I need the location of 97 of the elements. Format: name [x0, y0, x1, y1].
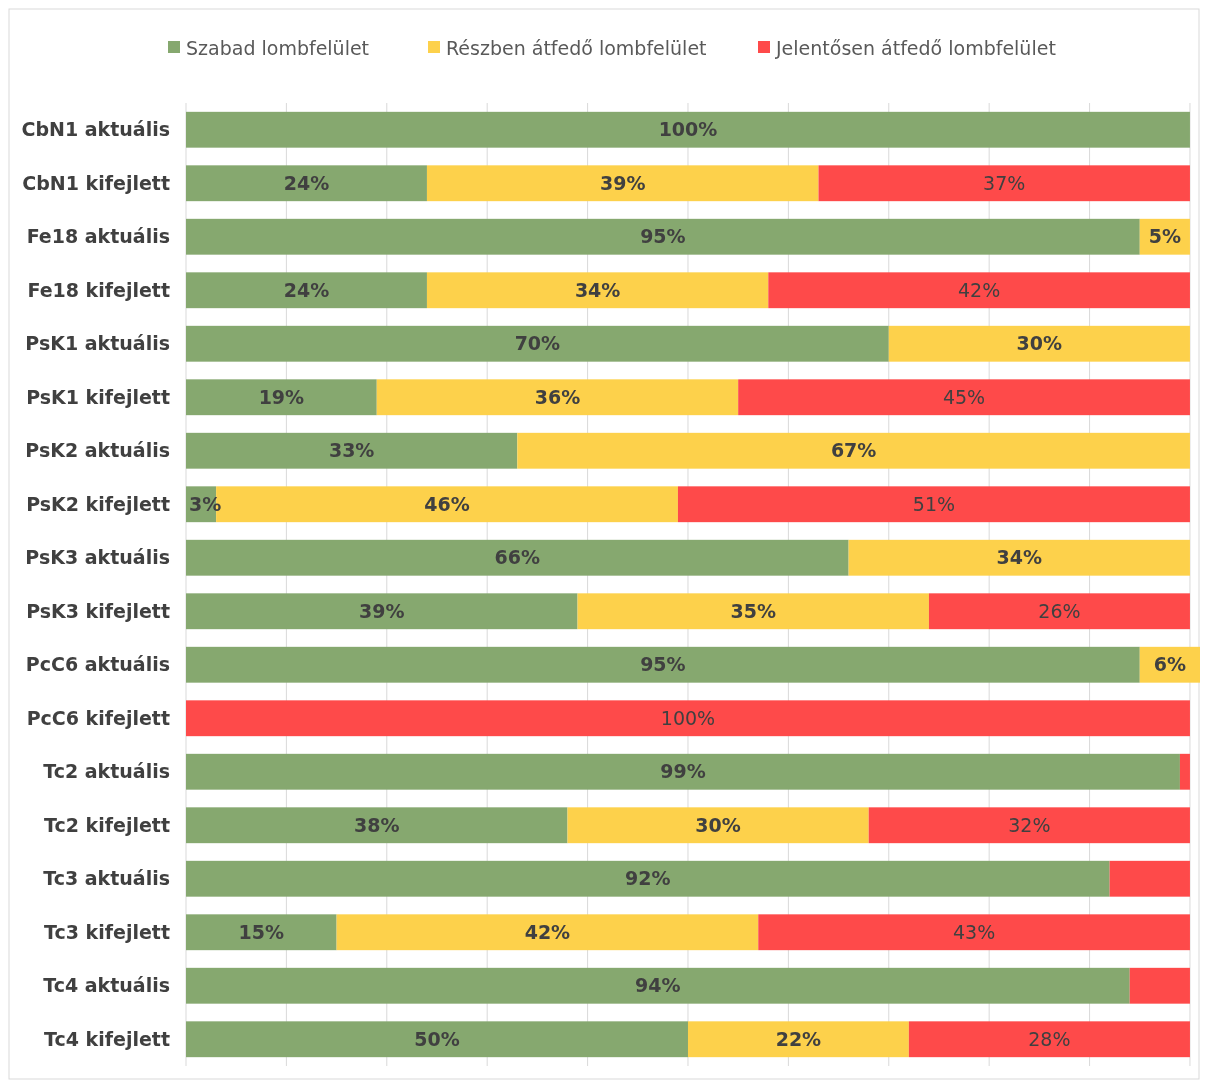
data-label: 67% [830, 439, 877, 462]
data-label: 92% [625, 867, 671, 890]
data-label: 95% [640, 653, 686, 676]
bar [908, 1021, 1190, 1058]
y-tick-label: Fe18 kifejlett [27, 278, 170, 301]
data-label: 36% [534, 385, 581, 408]
bar [186, 967, 1130, 1004]
y-tick-label: Tc3 aktuális [43, 867, 170, 890]
bar [186, 914, 337, 951]
data-label: 50% [414, 1027, 460, 1050]
bar [186, 272, 427, 309]
bar [888, 325, 1190, 362]
legend-label: Jelentősen átfedő lombfelület [775, 36, 1056, 59]
data-label: 39% [599, 171, 646, 194]
y-tick-label: PsK2 kifejlett [26, 492, 170, 515]
y-tick-label: PsK1 kifejlett [26, 385, 170, 408]
bar [376, 379, 739, 416]
data-label: 34% [996, 546, 1043, 569]
y-tick-label: PsK3 kifejlett [26, 599, 170, 622]
data-label: 5% [1148, 225, 1181, 248]
bar [186, 432, 518, 469]
data-label: 28% [1028, 1027, 1071, 1050]
bar [577, 593, 929, 630]
bar [1109, 860, 1190, 897]
data-label: 33% [328, 439, 375, 462]
y-tick-label: Tc4 kifejlett [44, 1027, 170, 1050]
bar [928, 593, 1190, 630]
bar [1129, 967, 1190, 1004]
bar [848, 539, 1190, 576]
data-label: 37% [983, 171, 1026, 194]
y-tick-label: PsK3 aktuális [25, 546, 170, 569]
bar [818, 165, 1190, 202]
data-label: 35% [730, 599, 776, 622]
bar [758, 914, 1190, 951]
bar [186, 753, 1180, 790]
data-label: 45% [942, 385, 986, 408]
data-label: 38% [354, 813, 400, 836]
bar [186, 593, 578, 630]
data-label: 34% [574, 278, 621, 301]
data-label: 24% [283, 278, 330, 301]
data-label: 94% [635, 974, 681, 997]
bar [677, 486, 1190, 523]
data-label: 19% [258, 385, 305, 408]
bar [868, 807, 1190, 844]
bar [517, 432, 1190, 469]
bar [186, 807, 568, 844]
data-label: 22% [775, 1027, 822, 1050]
bar [186, 860, 1110, 897]
data-label: 42% [524, 920, 571, 943]
bar [336, 914, 759, 951]
data-label: 95% [640, 225, 686, 248]
bar [768, 272, 1190, 309]
data-label: 70% [514, 332, 561, 355]
bar [186, 165, 427, 202]
data-label: 46% [424, 492, 470, 515]
legend-label: Szabad lombfelület [186, 36, 370, 59]
y-tick-label: Tc2 kifejlett [44, 813, 170, 836]
data-label: 100% [660, 706, 716, 729]
bar [1179, 753, 1190, 790]
data-label: 99% [660, 760, 706, 783]
data-label: 43% [952, 920, 996, 943]
data-label: 39% [359, 599, 405, 622]
y-tick-label: PcC6 aktuális [25, 653, 170, 676]
bar [426, 165, 819, 202]
y-tick-label: PsK1 aktuális [25, 332, 170, 355]
bar [186, 539, 849, 576]
legend-label: Részben átfedő lombfelület [446, 36, 707, 59]
data-label: 51% [912, 492, 956, 515]
y-tick-label: Fe18 aktuális [26, 225, 170, 248]
y-tick-label: PcC6 kifejlett [26, 706, 170, 729]
bar [186, 379, 377, 416]
bar [687, 1021, 909, 1058]
data-label: 26% [1038, 599, 1081, 622]
data-label: 100% [658, 118, 718, 141]
data-label: 6% [1153, 653, 1187, 676]
data-label: 30% [1016, 332, 1063, 355]
bar [426, 272, 769, 309]
bar [186, 325, 889, 362]
data-label: 30% [695, 813, 741, 836]
data-label: 32% [1008, 813, 1051, 836]
bar [738, 379, 1190, 416]
data-label: 15% [238, 920, 285, 943]
data-label: 24% [283, 171, 330, 194]
data-label: 66% [494, 546, 541, 569]
y-tick-label: Tc4 aktuális [43, 974, 170, 997]
y-tick-label: PsK2 aktuális [25, 439, 170, 462]
y-tick-label: Tc2 aktuális [43, 760, 170, 783]
bar [186, 646, 1140, 683]
data-label: 42% [958, 278, 1001, 301]
bar [186, 111, 1190, 148]
bar [186, 1021, 688, 1058]
y-tick-label: Tc3 kifejlett [44, 920, 170, 943]
y-tick-label: CbN1 kifejlett [22, 171, 170, 194]
bar [186, 218, 1140, 255]
bar [186, 700, 1190, 737]
bar [567, 807, 869, 844]
y-tick-label: CbN1 aktuális [21, 118, 170, 141]
